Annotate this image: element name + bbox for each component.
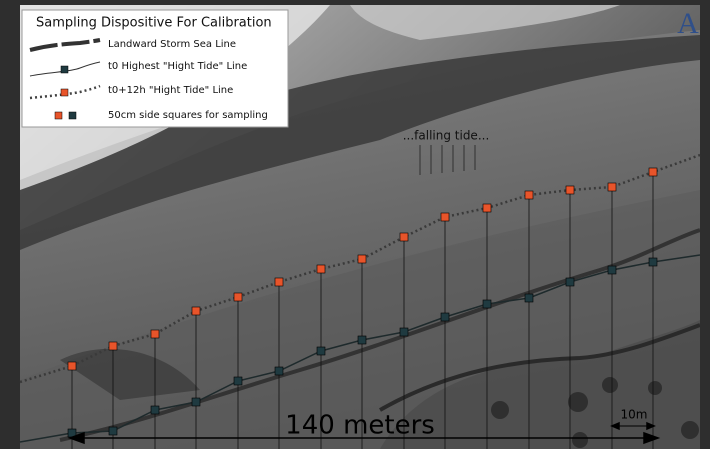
sample-square-dark bbox=[565, 277, 575, 287]
sample-square-orange bbox=[316, 264, 326, 274]
sample-square-dark bbox=[399, 327, 409, 337]
sample-square-dark bbox=[108, 426, 118, 436]
sample-square-orange bbox=[399, 232, 409, 242]
sample-square-orange bbox=[524, 190, 534, 200]
legend-item: t0 Highest "Hight Tide" Line bbox=[108, 61, 247, 72]
sample-square-orange bbox=[482, 203, 492, 213]
scale-small-label: 10m bbox=[621, 408, 648, 422]
sample-square-dark bbox=[233, 376, 243, 386]
sample-square-orange bbox=[67, 361, 77, 371]
sample-square-orange bbox=[191, 306, 201, 316]
sample-square-orange bbox=[440, 212, 450, 222]
scale-main-label: 140 meters bbox=[285, 411, 435, 441]
sampling-overlay bbox=[19, 153, 701, 449]
sample-square-orange bbox=[150, 329, 160, 339]
high-tide-line-12h bbox=[19, 153, 701, 384]
sample-square-orange bbox=[108, 341, 118, 351]
sample-square-dark bbox=[648, 257, 658, 267]
annotation: ...falling tide... bbox=[403, 129, 490, 143]
legend-item: Landward Storm Sea Line bbox=[108, 39, 236, 50]
sample-square-orange bbox=[565, 185, 575, 195]
sample-square-orange bbox=[607, 182, 617, 192]
sample-square-orange bbox=[233, 292, 243, 302]
sample-square-orange bbox=[274, 277, 284, 287]
sample-square-orange bbox=[648, 167, 658, 177]
sample-square-dark bbox=[440, 312, 450, 322]
falling-tide-arrows bbox=[419, 145, 476, 175]
sample-square-dark bbox=[274, 366, 284, 376]
legend-item: 50cm side squares for sampling bbox=[108, 110, 268, 121]
panel-label: A bbox=[677, 7, 699, 40]
sample-square-dark bbox=[150, 405, 160, 415]
scale-bar bbox=[67, 421, 661, 445]
sample-square-dark bbox=[482, 299, 492, 309]
sample-square-dark bbox=[607, 265, 617, 275]
sample-square-dark bbox=[357, 335, 367, 345]
sample-square-dark bbox=[524, 293, 534, 303]
sample-square-orange bbox=[357, 254, 367, 264]
legend-title: Sampling Dispositive For Calibration bbox=[36, 16, 272, 31]
sample-square-dark bbox=[191, 397, 201, 407]
legend: Sampling Dispositive For Calibration Lan… bbox=[21, 9, 289, 128]
sample-square-dark bbox=[316, 346, 326, 356]
legend-item: t0+12h "Hight Tide" Line bbox=[108, 85, 233, 96]
